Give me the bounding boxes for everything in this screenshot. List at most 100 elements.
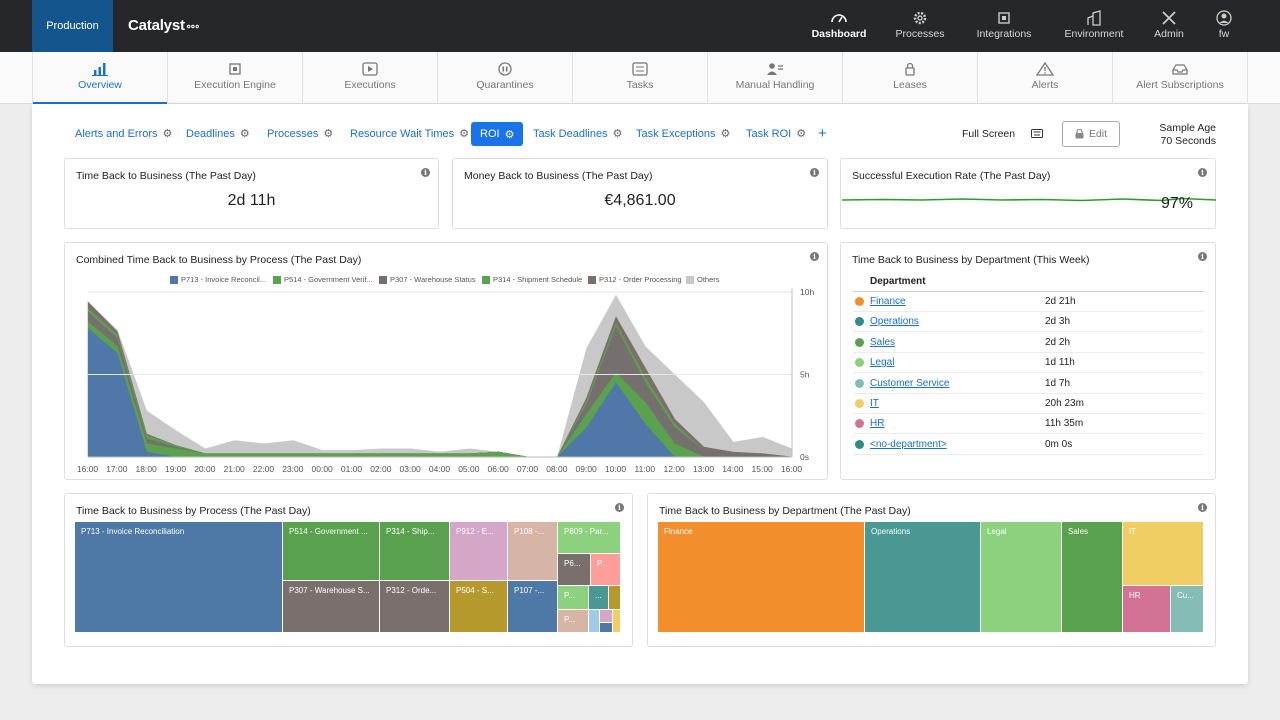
treemap-cell[interactable]: P809 - Par...: [558, 522, 621, 554]
treemap-cell[interactable]: ...: [589, 586, 609, 610]
department-link[interactable]: Legal: [870, 357, 895, 369]
department-link[interactable]: Customer Service: [870, 377, 950, 389]
info-icon[interactable]: i: [615, 503, 624, 512]
topnav-user[interactable]: fw: [1184, 10, 1264, 46]
legend-item[interactable]: P314 - Shipment Schedule: [482, 275, 582, 284]
treemap-cell[interactable]: P...: [558, 586, 589, 610]
treemap-label: P...: [597, 559, 608, 568]
gear-icon[interactable]: ⚙: [612, 128, 623, 140]
keyboard-icon[interactable]: [1031, 129, 1043, 141]
tab-task-exceptions[interactable]: Task Exceptions ⚙: [636, 127, 731, 141]
department-link[interactable]: Operations: [870, 316, 919, 328]
treemap-cell[interactable]: Cu...: [1171, 586, 1204, 633]
treemap-cell[interactable]: P...: [558, 610, 589, 633]
department-color-dot: [855, 378, 864, 388]
table-row: Customer Service 1d 7h: [853, 374, 1204, 394]
subnav-execution-engine[interactable]: Execution Engine: [167, 52, 302, 104]
department-link[interactable]: <no-department>: [870, 438, 947, 450]
edit-button[interactable]: Edit: [1062, 121, 1120, 147]
treemap-cell[interactable]: P107 -...: [508, 581, 558, 633]
environment-badge[interactable]: Production: [32, 0, 113, 52]
subnav-overview[interactable]: Overview: [32, 52, 167, 104]
treemap-cell[interactable]: [600, 623, 613, 633]
treemap-cell[interactable]: P312 - Orde...: [380, 581, 450, 633]
kpi-value: 97%: [1161, 195, 1194, 212]
treemap-label: P...: [564, 615, 575, 624]
treemap-cell[interactable]: Sales: [1062, 522, 1123, 633]
legend-item[interactable]: P514 - Government Verif...: [273, 275, 373, 284]
subnav-tasks[interactable]: Tasks: [572, 52, 707, 104]
info-icon[interactable]: i: [421, 168, 430, 177]
info-icon[interactable]: i: [1198, 252, 1207, 261]
treemap-cell[interactable]: HR: [1123, 586, 1171, 633]
treemap-cell[interactable]: Legal: [981, 522, 1062, 633]
topnav-processes[interactable]: Processes: [880, 10, 960, 46]
kpi-value: €4,861.00: [604, 192, 676, 209]
treemap-cell[interactable]: P514 - Government ...: [283, 522, 380, 581]
treemap-cell[interactable]: [600, 610, 613, 623]
topnav-integrations[interactable]: Integrations: [964, 10, 1044, 46]
subnav-alert-subscriptions[interactable]: Alert Subscriptions: [1112, 52, 1248, 104]
tab-processes[interactable]: Processes ⚙: [267, 127, 334, 141]
treemap-cell[interactable]: P307 - Warehouse S...: [283, 581, 380, 633]
add-tab-button[interactable]: +: [818, 125, 827, 142]
department-link[interactable]: IT: [870, 398, 879, 409]
treemap-cell[interactable]: Operations: [865, 522, 981, 633]
gear-icon[interactable]: ⚙: [162, 128, 173, 140]
info-icon[interactable]: i: [810, 168, 819, 177]
legend-swatch: [686, 275, 694, 284]
topnav-dashboard[interactable]: Dashboard: [799, 10, 879, 46]
tab-task-deadlines[interactable]: Task Deadlines ⚙: [533, 127, 623, 141]
gear-icon[interactable]: ⚙: [239, 128, 250, 140]
table-row: Finance 2d 21h: [853, 292, 1204, 312]
tab-deadlines[interactable]: Deadlines ⚙: [186, 127, 250, 141]
legend-item[interactable]: Others: [686, 275, 720, 284]
gear-icon[interactable]: ⚙: [459, 128, 469, 140]
gear-icon[interactable]: ⚙: [796, 128, 807, 140]
gear-icon[interactable]: ⚙: [720, 128, 731, 140]
tab-alerts-and-errors[interactable]: Alerts and Errors ⚙: [75, 127, 173, 141]
department-value: 2d 2h: [1045, 336, 1071, 348]
treemap-cell[interactable]: P713 - Invoice Reconciliation: [75, 522, 283, 633]
gear-icon[interactable]: ⚙: [504, 128, 515, 141]
subnav-leases[interactable]: Leases: [842, 52, 977, 104]
subnav-executions[interactable]: Executions: [302, 52, 437, 104]
department-color-dot: [855, 399, 864, 408]
treemap-cell[interactable]: P108 -...: [508, 522, 558, 581]
treemap-cell[interactable]: P504 - S...: [450, 581, 508, 633]
success-sparkline: [842, 197, 1216, 202]
gear-icon[interactable]: ⚙: [323, 128, 334, 140]
tab-task-roi[interactable]: Task ROI ⚙: [746, 127, 807, 141]
legend-item[interactable]: P307 - Warehouse Status: [379, 275, 476, 284]
treemap-cell[interactable]: [609, 586, 621, 610]
subnav-alerts[interactable]: Alerts: [977, 52, 1112, 104]
treemap-label: P314 - Ship...: [386, 527, 435, 536]
department-value: 2d 3h: [1045, 316, 1071, 328]
treemap-cell[interactable]: Finance: [658, 522, 865, 633]
treemap-cell[interactable]: P314 - Ship...: [380, 522, 450, 581]
subnav-manual-handling[interactable]: Manual Handling: [707, 52, 842, 104]
topnav-admin[interactable]: Admin: [1129, 10, 1209, 46]
department-link[interactable]: HR: [870, 418, 885, 430]
info-icon[interactable]: i: [1198, 168, 1207, 177]
department-value: 20h 23m: [1045, 398, 1084, 409]
department-link[interactable]: Sales: [870, 336, 896, 348]
legend-item[interactable]: P713 - Invoice Reconcil...: [170, 275, 266, 284]
topnav-environment[interactable]: Environment: [1054, 10, 1134, 46]
treemap-cell[interactable]: P...: [591, 554, 621, 586]
legend-item[interactable]: P312 - Order Processing: [588, 275, 682, 284]
tab-resource-wait-times[interactable]: Resource Wait Times ⚙: [350, 127, 469, 141]
tab-roi[interactable]: ROI ⚙: [471, 122, 524, 146]
treemap-cell[interactable]: [589, 610, 600, 633]
legend-label: P307 - Warehouse Status: [390, 275, 476, 284]
fullscreen-label[interactable]: Full Screen: [962, 128, 1016, 140]
treemap-cell[interactable]: P912 - E...: [450, 522, 508, 581]
treemap-cell[interactable]: IT: [1123, 522, 1204, 586]
info-icon[interactable]: i: [1198, 503, 1207, 512]
treemap-cell[interactable]: [613, 610, 621, 633]
treemap-cell[interactable]: P6...: [558, 554, 591, 586]
brand-logo[interactable]: Catalyst ∘∘∘: [128, 17, 200, 34]
info-icon[interactable]: i: [810, 252, 819, 261]
department-link[interactable]: Finance: [870, 296, 906, 307]
subnav-quarantines[interactable]: Quarantines: [437, 52, 572, 104]
